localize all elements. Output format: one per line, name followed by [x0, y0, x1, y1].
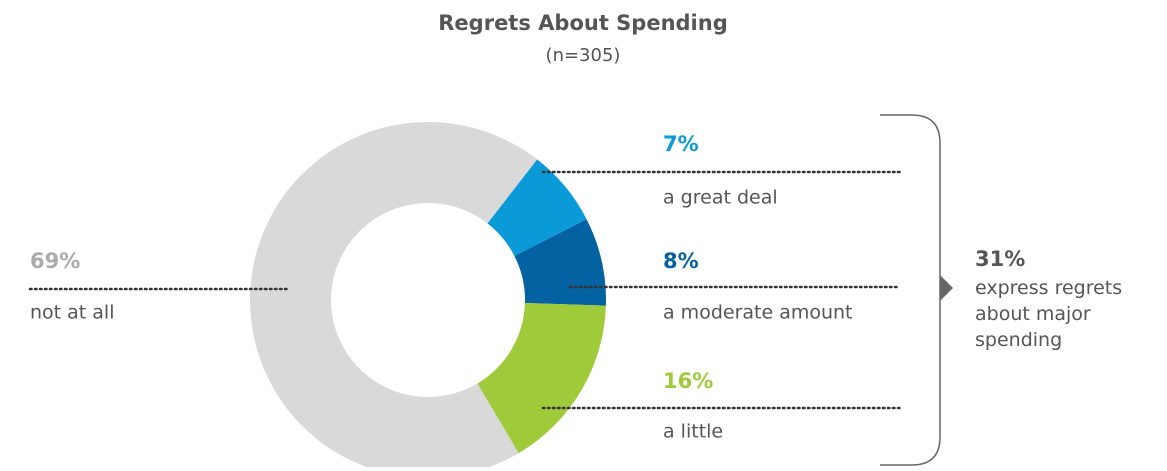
annotation-text: express regrets about major spending	[975, 277, 1123, 351]
category-label: a little	[663, 421, 723, 443]
value-label: 69%	[30, 249, 80, 273]
value-label: 7%	[663, 132, 699, 156]
bracket	[880, 114, 941, 466]
donut-slice	[514, 219, 606, 306]
donut-slice	[487, 159, 587, 256]
category-label: not at all	[30, 302, 115, 324]
donut	[249, 122, 606, 471]
chart-subtitle: (n=305)	[546, 45, 621, 66]
chart-title: Regrets About Spending	[438, 11, 727, 35]
category-label: a moderate amount	[663, 302, 853, 324]
category-label: a great deal	[663, 187, 778, 209]
annotation-box: express regrets about major spending	[975, 277, 1123, 351]
donut-slice	[477, 303, 606, 454]
value-label: 8%	[663, 249, 699, 273]
donut-slice	[249, 122, 538, 471]
value-label: 16%	[663, 369, 713, 393]
bracket-arrow	[940, 275, 953, 301]
annotation-value: 31%	[975, 247, 1025, 271]
